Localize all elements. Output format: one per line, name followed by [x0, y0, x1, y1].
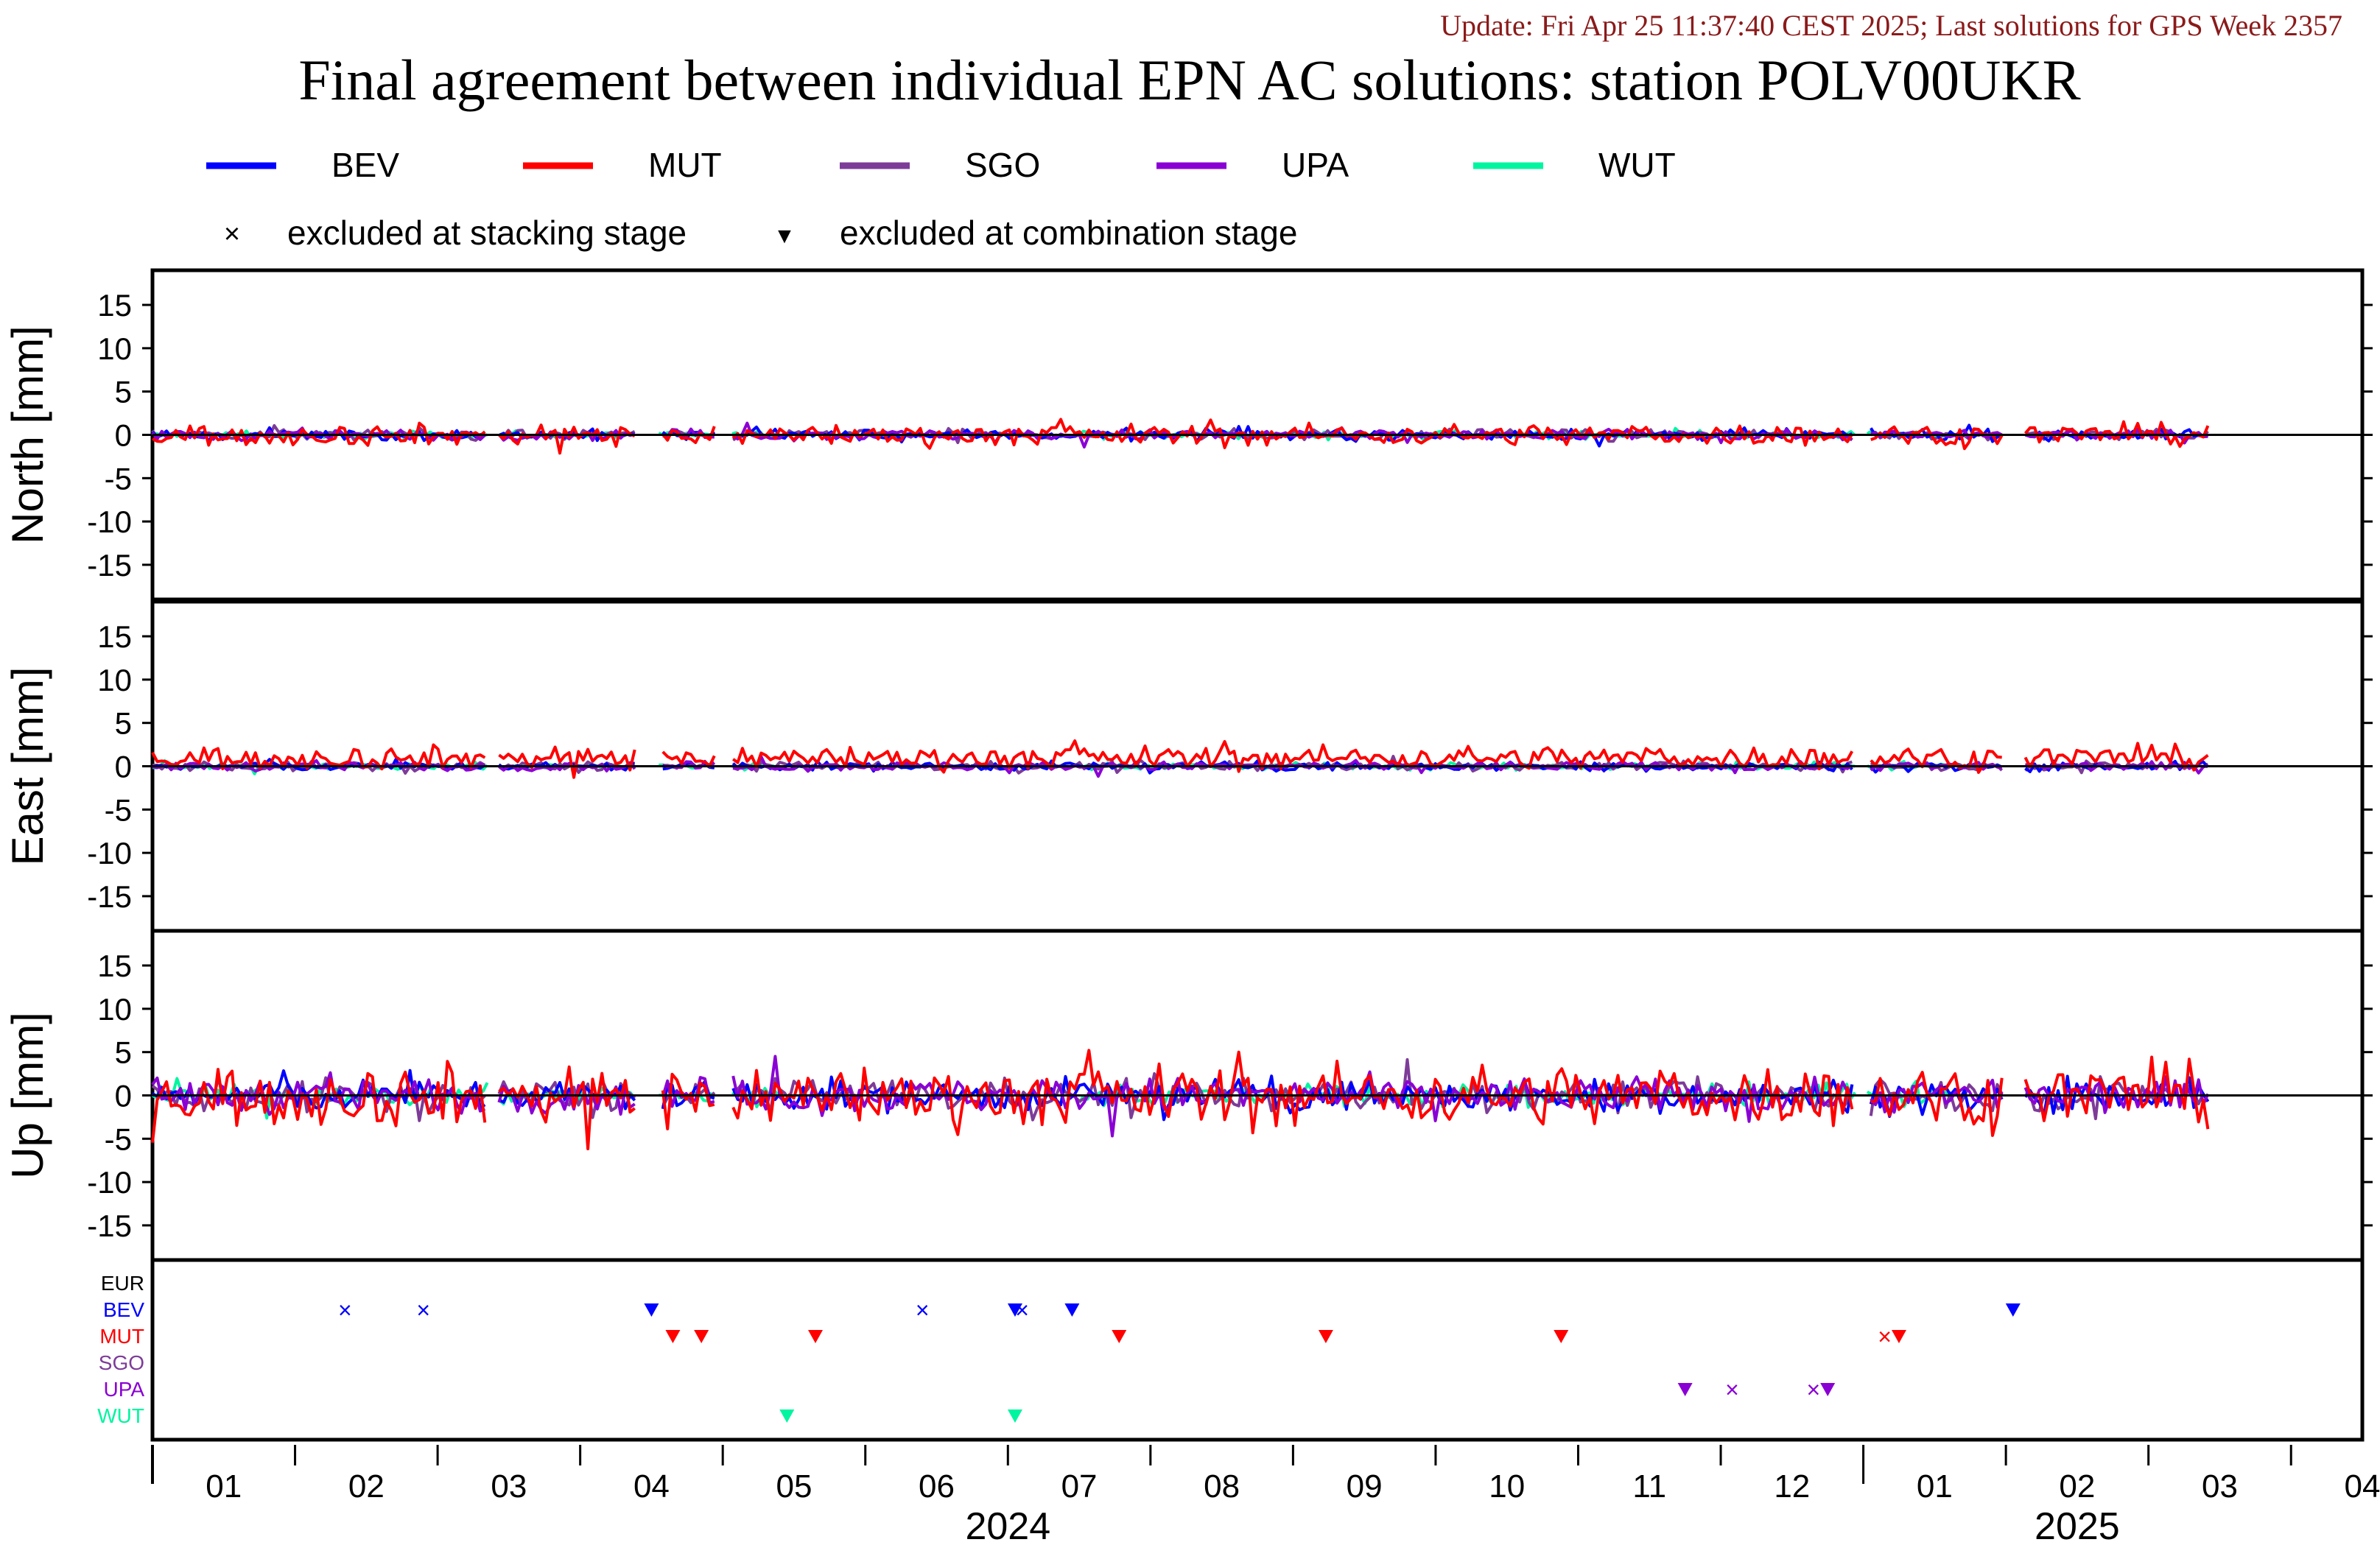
month-label: 03	[491, 1468, 527, 1504]
month-label: 09	[1347, 1468, 1383, 1504]
legend-label-sgo: SGO	[965, 146, 1040, 184]
stacking-exclusion-marker: ×	[916, 1297, 930, 1323]
legend-label-mut: MUT	[648, 146, 722, 184]
y-tick-label: 5	[115, 375, 132, 409]
combination-exclusion-marker	[1891, 1330, 1906, 1343]
stacking-exclusion-marker: ×	[1015, 1297, 1029, 1323]
y-tick-label: -15	[87, 1208, 132, 1243]
combination-exclusion-marker	[1007, 1409, 1022, 1423]
y-tick-label: 0	[115, 1079, 132, 1113]
month-label: 03	[2202, 1468, 2238, 1504]
month-label: 07	[1061, 1468, 1098, 1504]
chart-title: Final agreement between individual EPN A…	[298, 48, 2080, 112]
legend-label-upa: UPA	[1282, 146, 1349, 184]
series-mut	[152, 418, 2210, 455]
y-tick-label: -10	[87, 1165, 132, 1200]
month-label: 02	[348, 1468, 385, 1504]
month-label: 11	[1632, 1468, 1666, 1504]
plot-panels: 15 10 5 0 -5 -10 -15 North [mm] 15 10 5 0 -5 -10 -15 Ea…	[3, 268, 2373, 1262]
legend-marker-label: excluded at stacking stage	[287, 214, 687, 252]
y-axis-label: North [mm]	[3, 325, 52, 544]
legend: BEV MUT SGO UPA WUT × excluded at stacking sta…	[206, 146, 1676, 252]
y-tick-label: 0	[115, 418, 132, 453]
combination-exclusion-marker	[1064, 1303, 1080, 1317]
combination-exclusion-marker	[694, 1330, 709, 1343]
exclusion-panel: EUR BEV MUT SGO UPA WUT × × × × × × ×	[97, 1258, 2365, 1442]
y-tick-label: 15	[97, 288, 132, 323]
month-label: 01	[1917, 1468, 1953, 1504]
combination-exclusion-marker	[2005, 1303, 2021, 1317]
legend-marker-label: excluded at combination stage	[840, 214, 1297, 252]
update-text: Update: Fri Apr 25 11:37:40 CEST 2025; L…	[1440, 9, 2342, 42]
x-axis: 01 02 03 04 05 06 07 08 09 10 11 12 01 02 03 04 2024 2025	[151, 1445, 2380, 1545]
exclusion-row-label-upa: UPA	[104, 1378, 145, 1401]
panel-up: 15 10 5 0 -5 -10 -15 Up [mm]	[3, 929, 2373, 1262]
panel-east: 15 10 5 0 -5 -10 -15 East [mm]	[3, 599, 2373, 933]
month-label: 04	[633, 1468, 670, 1504]
stacking-exclusion-marker: ×	[1725, 1376, 1739, 1403]
month-label: 05	[776, 1468, 812, 1504]
stacking-exclusion-marker: ×	[416, 1297, 430, 1323]
y-tick-label: -15	[87, 879, 132, 914]
y-tick-label: 5	[115, 706, 132, 741]
combination-exclusion-marker	[644, 1303, 659, 1317]
year-label: 2025	[2035, 1505, 2120, 1545]
panel-north: 15 10 5 0 -5 -10 -15 North [mm]	[3, 268, 2373, 602]
stacking-exclusion-marker: ×	[1806, 1376, 1820, 1403]
stacking-exclusion-marker: ×	[1878, 1323, 1892, 1350]
y-tick-label: -5	[105, 461, 132, 496]
month-label: 06	[919, 1468, 955, 1504]
month-label: 04	[2345, 1468, 2380, 1504]
y-tick-label: 15	[97, 949, 132, 983]
exclusion-row-label-bev: BEV	[103, 1298, 144, 1321]
combination-exclusion-marker	[1007, 1303, 1022, 1317]
y-axis-label: Up [mm]	[3, 1012, 52, 1179]
exclusion-row-label-eur: EUR	[101, 1272, 144, 1295]
combination-exclusion-marker	[1112, 1330, 1127, 1343]
month-label: 08	[1204, 1468, 1240, 1504]
y-tick-label: 5	[115, 1035, 132, 1070]
combination-exclusion-marker	[1820, 1383, 1836, 1396]
combination-marker-icon: ▼	[773, 224, 796, 248]
y-tick-label: -5	[105, 1122, 132, 1156]
stacking-marker-icon: ×	[224, 219, 240, 250]
y-tick-label: 0	[115, 750, 132, 784]
combination-exclusion-marker	[1677, 1383, 1693, 1396]
y-tick-label: 10	[97, 663, 132, 697]
combination-exclusion-marker	[665, 1330, 681, 1343]
legend-label-wut: WUT	[1598, 146, 1676, 184]
combination-exclusion-marker	[808, 1330, 823, 1343]
y-tick-label: -5	[105, 792, 132, 827]
exclusion-row-label-sgo: SGO	[99, 1351, 144, 1374]
month-label: 10	[1489, 1468, 1525, 1504]
legend-label-bev: BEV	[331, 146, 399, 184]
y-axis-label: East [mm]	[3, 666, 52, 865]
month-label: 12	[1774, 1468, 1810, 1504]
combination-exclusion-marker	[1318, 1330, 1333, 1343]
year-label: 2024	[965, 1505, 1050, 1545]
y-tick-label: -10	[87, 504, 132, 539]
series-mut	[151, 739, 2209, 779]
month-label: 02	[2059, 1468, 2095, 1504]
combination-exclusion-marker	[1554, 1330, 1569, 1343]
exclusion-frame	[150, 1258, 2365, 1442]
exclusion-row-label-mut: MUT	[99, 1325, 144, 1348]
month-label: 01	[206, 1468, 242, 1504]
y-tick-label: 10	[97, 992, 132, 1027]
y-tick-label: 10	[97, 331, 132, 366]
stacking-exclusion-marker: ×	[338, 1297, 352, 1323]
y-tick-label: 15	[97, 619, 132, 654]
combination-exclusion-marker	[779, 1409, 795, 1423]
exclusion-row-label-wut: WUT	[97, 1404, 144, 1427]
y-tick-label: -15	[87, 548, 132, 583]
y-tick-label: -10	[87, 836, 132, 870]
